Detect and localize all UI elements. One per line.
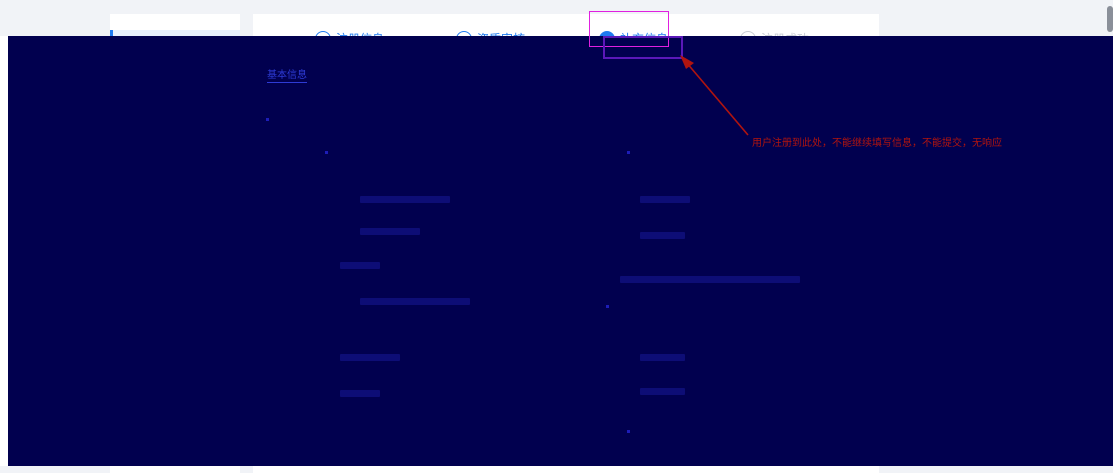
field-marker	[266, 118, 269, 121]
form-field	[360, 196, 450, 203]
form-field	[640, 196, 690, 203]
form-field	[360, 298, 470, 305]
form-field	[640, 354, 685, 361]
form-field	[360, 228, 420, 235]
field-marker	[325, 151, 328, 154]
left-edge	[0, 36, 8, 466]
form-field	[620, 276, 800, 283]
form-field	[340, 390, 380, 397]
highlight-box	[589, 11, 669, 47]
tab-basic-info[interactable]: 基本信息	[267, 66, 307, 83]
field-marker	[627, 430, 630, 433]
form-field	[640, 232, 685, 239]
field-marker	[606, 305, 609, 308]
annotation-note: 用户注册到此处，不能继续填写信息，不能提交，无响应	[752, 138, 1002, 149]
form-field	[640, 388, 685, 395]
field-marker	[627, 151, 630, 154]
form-field	[340, 262, 380, 269]
inner-highlight-box	[603, 36, 683, 59]
form-field	[340, 354, 400, 361]
scrollbar-thumb[interactable]	[1107, 6, 1113, 32]
modal-overlay[interactable]	[8, 36, 1113, 466]
